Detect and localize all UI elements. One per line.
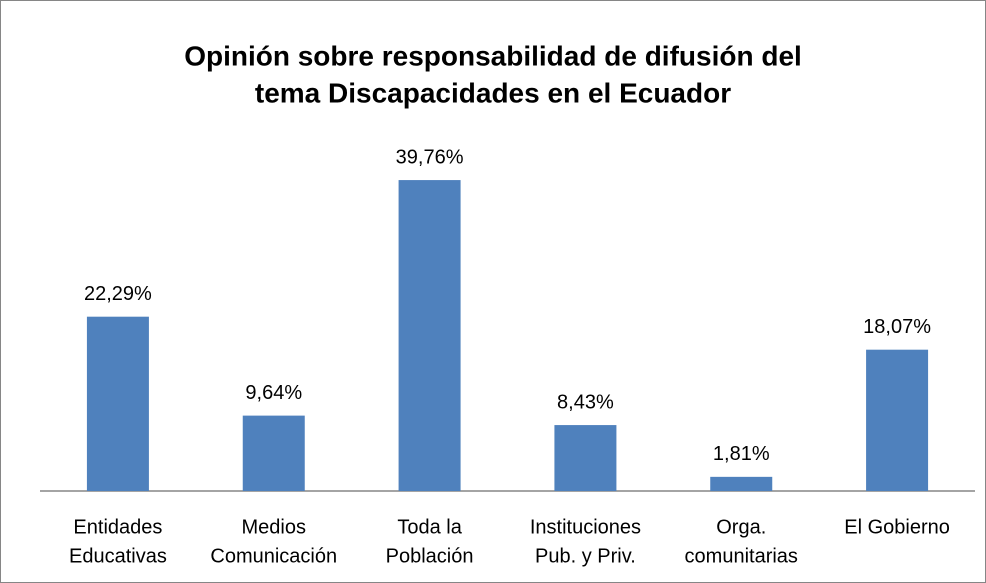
x-tick-label: Entidades	[73, 516, 162, 538]
bar	[866, 349, 929, 491]
x-tick-label: Instituciones	[530, 516, 641, 538]
x-tick-label: Orga.	[716, 516, 766, 538]
bar	[242, 415, 305, 491]
value-label: 1,81%	[713, 443, 770, 465]
x-tick-label: Comunicación	[210, 545, 337, 567]
value-label: 22,29%	[84, 283, 152, 305]
value-label: 8,43%	[557, 391, 614, 413]
x-tick-label: Población	[386, 545, 474, 567]
x-tick-label: El Gobierno	[844, 516, 950, 538]
value-label: 9,64%	[245, 382, 302, 404]
bar	[554, 425, 617, 491]
value-label: 18,07%	[863, 316, 931, 338]
chart-title: Opinión sobre responsabilidad de difusió…	[184, 40, 802, 71]
x-tick-label: Medios	[242, 516, 306, 538]
bar	[710, 476, 773, 491]
bar	[398, 180, 461, 492]
bar	[86, 316, 149, 491]
x-tick-label: comunitarias	[685, 545, 798, 567]
x-tick-label: Toda la	[397, 516, 462, 538]
chart-title: tema Discapacidades en el Ecuador	[255, 77, 731, 108]
value-label: 39,76%	[396, 146, 464, 168]
x-tick-label: Educativas	[69, 545, 167, 567]
x-tick-label: Pub. y Priv.	[535, 545, 636, 567]
